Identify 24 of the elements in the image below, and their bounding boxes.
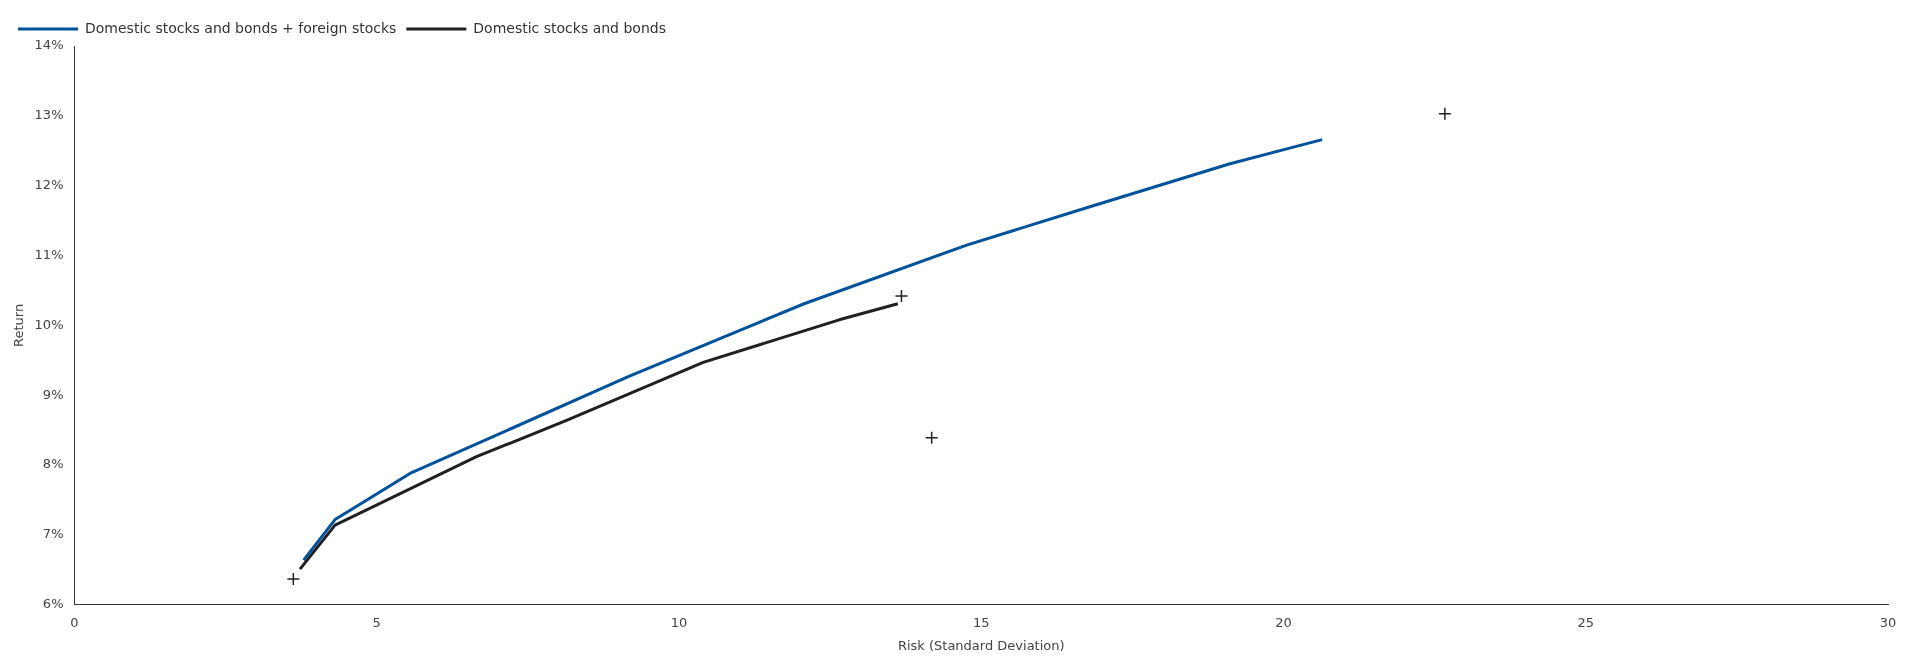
x-tick-label: 10 xyxy=(670,614,688,630)
y-tick-label: 8% xyxy=(42,456,64,472)
y-tick-label: 9% xyxy=(42,386,64,402)
y-tick-label: 13% xyxy=(34,107,64,123)
x-tick-label: 25 xyxy=(1577,614,1595,630)
x-tick-label: 5 xyxy=(372,614,381,630)
point xyxy=(924,431,939,445)
x-tick-label: 20 xyxy=(1275,614,1292,630)
point xyxy=(894,289,909,303)
y-tick-label: 14% xyxy=(34,37,64,53)
y-tick-label: 6% xyxy=(42,596,64,612)
y-axis-title: Return xyxy=(11,303,27,347)
x-tick-label: 30 xyxy=(1879,614,1897,630)
x-tick-label: 0 xyxy=(70,614,79,630)
point xyxy=(1438,107,1452,121)
legend-label: Domestic stocks and bonds xyxy=(473,19,666,36)
legend-label: Domestic stocks and bonds + foreign stocks xyxy=(85,19,397,36)
x-axis-title: Risk (Standard Deviation) xyxy=(897,637,1065,653)
point xyxy=(286,572,301,586)
y-tick-label: 7% xyxy=(42,526,64,542)
y-tick-label: 10% xyxy=(34,316,64,332)
y-tick-label: 12% xyxy=(34,177,64,193)
x-tick-label: 15 xyxy=(972,614,990,630)
y-tick-label: 11% xyxy=(34,246,64,262)
